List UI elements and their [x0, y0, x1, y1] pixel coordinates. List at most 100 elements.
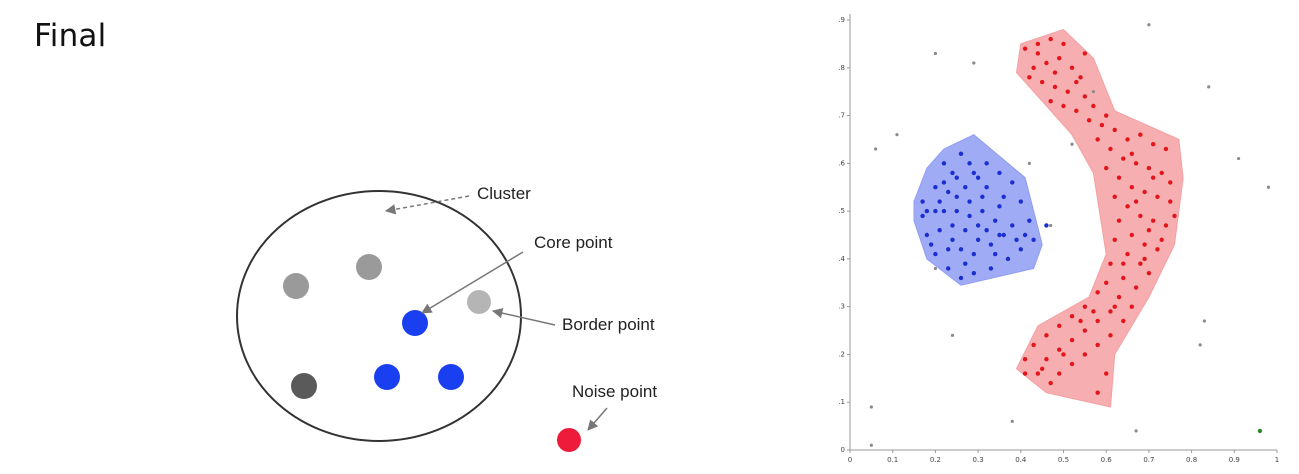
cluster-0-point: [950, 223, 955, 228]
cluster-0-point: [1001, 232, 1006, 238]
noise-point: [895, 133, 899, 137]
cluster-1-point: [1039, 366, 1045, 371]
cluster-1-point: [1069, 337, 1075, 343]
noise-arrow: [587, 407, 608, 431]
cluster-1-point: [1082, 328, 1088, 333]
cluster-1-point: [1108, 261, 1113, 266]
cluster-hulls: [913, 29, 1184, 408]
noise-point: [972, 61, 976, 65]
cluster-1-point: [1172, 213, 1177, 219]
cluster-1-point: [1142, 189, 1147, 195]
core-point: [438, 364, 464, 390]
noise-point: [869, 405, 873, 409]
cluster-1-point: [1027, 75, 1032, 80]
noise-point: [557, 428, 581, 452]
cluster-1-point: [1133, 199, 1139, 204]
cluster-1-point: [1086, 118, 1092, 123]
x-tick-label: 0: [848, 456, 852, 464]
y-tick-label: .3: [838, 303, 845, 311]
y-tick-label: .6: [838, 159, 845, 167]
x-tick-label: 0.9: [1229, 456, 1240, 464]
cluster-0-point: [1018, 199, 1023, 204]
cluster-1-point: [1163, 223, 1169, 228]
cluster-1-point: [1074, 108, 1079, 113]
core-point-label: Core point: [534, 233, 613, 252]
cluster-1-point: [1048, 99, 1053, 104]
cluster-0-point: [988, 242, 994, 247]
cluster-1-point: [1052, 84, 1058, 90]
cluster-1-point: [1168, 199, 1173, 204]
cluster-0-point: [933, 208, 938, 214]
noise-point: [1070, 142, 1074, 146]
dbscan-scatter-plot: 0 0.1 0.2 0.3 0.4 0.5 0.6 0.7 0.8 0.9 10.1.2.3.4.5…: [838, 14, 1279, 464]
cluster-1-point: [1065, 89, 1070, 94]
cluster-0-point: [984, 185, 989, 190]
cluster-1-point: [1091, 309, 1096, 314]
cluster-1-point: [1138, 261, 1143, 266]
cluster-1-point: [1129, 151, 1135, 156]
core-point: [374, 364, 400, 390]
cluster-0-point: [1014, 237, 1019, 242]
cluster-1-point: [1091, 103, 1096, 109]
cluster-0-point: [958, 247, 964, 252]
cluster-1-point: [1061, 41, 1066, 47]
cluster-0-point: [980, 194, 985, 199]
cluster-1-point: [1074, 79, 1079, 85]
cluster-0-point: [1018, 247, 1023, 252]
cluster-0-point: [941, 208, 947, 214]
noise-point: [1134, 429, 1138, 433]
x-tick-label: 0.3: [973, 456, 984, 464]
cluster-0-point: [1031, 237, 1036, 242]
cluster-0-point: [924, 208, 930, 214]
cluster-1-point: [1035, 371, 1041, 376]
cluster-1-point: [1133, 285, 1139, 290]
cluster-1-point: [1044, 333, 1049, 338]
cluster-1-point: [1057, 323, 1062, 328]
noise-point: [933, 266, 937, 271]
x-tick-label: 0.4: [1015, 456, 1027, 464]
cluster-0-point: [954, 175, 959, 180]
cluster-0-point: [984, 161, 989, 166]
cluster-1-point: [1035, 51, 1041, 56]
x-tick-label: 0.5: [1058, 456, 1069, 464]
x-tick-label: 0.2: [930, 456, 941, 464]
cluster-1-point: [1069, 361, 1075, 367]
cluster-1-point: [1104, 280, 1109, 285]
cluster-0-point: [1005, 256, 1011, 262]
cluster-1-point: [1129, 185, 1135, 190]
cluster-1-point: [1121, 275, 1126, 281]
cluster-0-point: [937, 228, 942, 233]
cluster-1-point: [1069, 314, 1075, 319]
cluster-point: [283, 273, 309, 299]
x-tick-label: 1: [1275, 456, 1279, 464]
noise-point: [1147, 23, 1151, 27]
cluster-0-point: [933, 251, 938, 257]
cluster-1-point: [1104, 165, 1109, 171]
cluster-0-point: [975, 175, 981, 180]
cluster-1-point: [1138, 132, 1143, 137]
cluster-0-point: [971, 170, 977, 176]
cluster-1-point: [1150, 175, 1156, 180]
cluster-1-point: [1112, 194, 1117, 199]
y-tick-label: 0: [841, 446, 845, 454]
cluster-0-point: [937, 199, 942, 204]
cluster-1-point: [1125, 137, 1130, 142]
x-tick-label: 0.8: [1186, 456, 1197, 464]
cluster-0-point: [1010, 223, 1015, 228]
special-point: [1257, 428, 1263, 434]
cluster-1-point: [1121, 156, 1126, 161]
cluster-1-point: [1078, 318, 1083, 324]
cluster-1-point: [1142, 256, 1147, 262]
cluster-0-point: [1010, 180, 1015, 185]
cluster-1-point: [1031, 342, 1036, 348]
cluster-0-point: [980, 208, 985, 214]
cluster-1-point: [1082, 51, 1088, 56]
cluster-1-point: [1108, 146, 1113, 152]
border-arrow: [491, 307, 556, 326]
y-tick-label: .9: [838, 16, 845, 24]
cluster-0-point: [941, 180, 947, 185]
cluster-1-point: [1116, 175, 1122, 180]
cluster-1-point: [1095, 318, 1100, 324]
cluster-0-point: [963, 228, 968, 233]
cluster-1-point: [1069, 65, 1075, 70]
